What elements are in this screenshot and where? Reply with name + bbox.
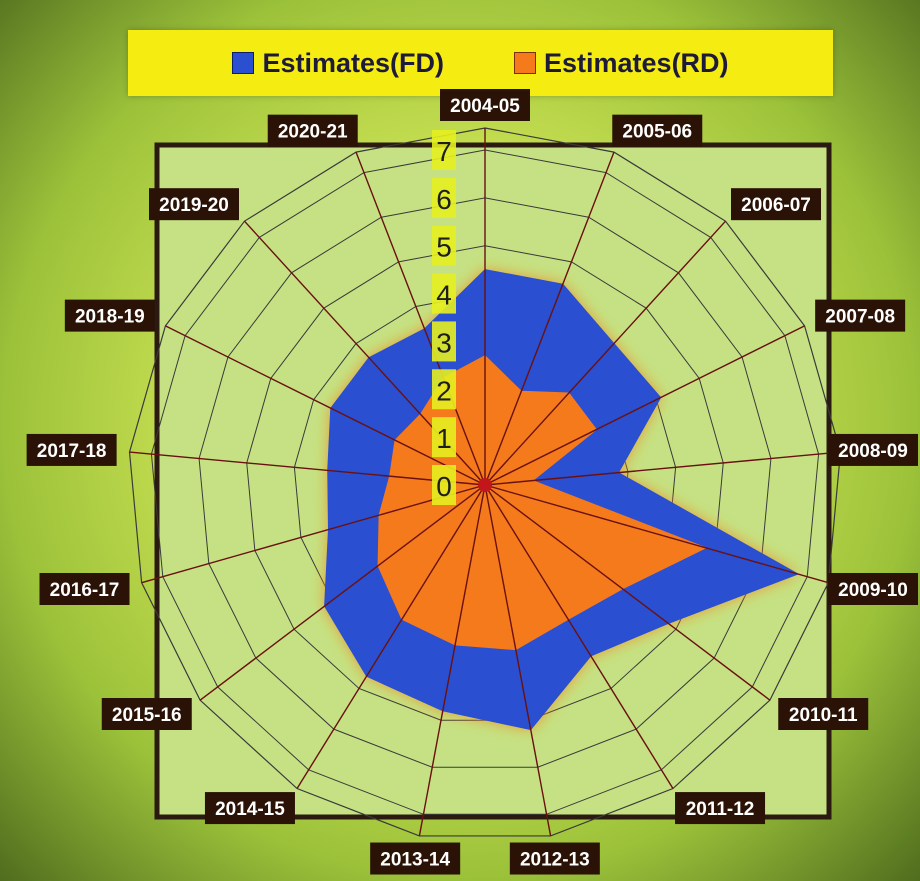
series-area-1 xyxy=(377,355,708,651)
category-label-bg-2004-05 xyxy=(440,89,530,121)
spoke-2015-16 xyxy=(199,484,486,701)
category-label-bg-2016-17 xyxy=(39,572,130,605)
rtick-bg-4 xyxy=(432,273,456,314)
spoke-2020-21 xyxy=(355,151,486,486)
category-label-bg-2019-20 xyxy=(148,188,239,221)
legend-swatch-fd xyxy=(232,52,255,74)
rtick-label-4: 4 xyxy=(436,280,452,311)
spoke-2008-09 xyxy=(484,451,841,486)
center-dot xyxy=(478,478,492,492)
legend-item-rd: Estimates(RD) xyxy=(514,48,729,79)
category-label-bg-2009-10 xyxy=(828,572,918,605)
chart-legend: Estimates(FD) Estimates(RD) xyxy=(128,30,833,96)
category-label-2017-18: 2017-18 xyxy=(37,441,107,462)
category-label-2006-07: 2006-07 xyxy=(741,195,811,216)
rtick-bg-6 xyxy=(432,177,456,218)
category-label-2019-20: 2019-20 xyxy=(159,195,229,216)
rtick-label-0: 0 xyxy=(436,471,452,502)
category-label-2012-13: 2012-13 xyxy=(520,850,590,871)
category-label-2008-09: 2008-09 xyxy=(838,441,908,462)
category-label-2010-11: 2010-11 xyxy=(789,705,858,726)
category-label-bg-2017-18 xyxy=(26,433,117,466)
rtick-bg-5 xyxy=(432,225,456,266)
legend-label-rd: Estimates(RD) xyxy=(544,47,729,78)
rtick-bg-3 xyxy=(432,321,456,362)
grid-ring-outer xyxy=(128,127,842,837)
spoke-2010-11 xyxy=(484,484,771,701)
legend-label-fd: Estimates(FD) xyxy=(262,47,444,78)
category-label-bg-2020-21 xyxy=(267,114,358,147)
rtick-label-1: 1 xyxy=(436,423,452,454)
rtick-label-2: 2 xyxy=(436,375,452,406)
spoke-2005-06 xyxy=(484,151,615,486)
category-label-2009-10: 2009-10 xyxy=(838,580,908,601)
category-label-bg-2008-09 xyxy=(828,433,918,466)
category-label-bg-2015-16 xyxy=(101,698,192,731)
category-label-bg-2007-08 xyxy=(815,299,906,332)
spoke-2006-07 xyxy=(484,220,727,486)
category-label-bg-2011-12 xyxy=(675,792,766,825)
spoke-2009-10 xyxy=(484,484,829,584)
category-label-bg-2010-11 xyxy=(778,698,869,731)
rtick-bg-7 xyxy=(432,130,456,170)
rtick-bg-1 xyxy=(432,417,456,458)
rtick-label-3: 3 xyxy=(436,327,452,358)
spoke-2012-13 xyxy=(484,484,552,837)
rtick-bg-0 xyxy=(432,465,456,505)
category-label-2018-19: 2018-19 xyxy=(75,307,145,328)
category-label-2004-05: 2004-05 xyxy=(450,96,520,117)
category-label-bg-2005-06 xyxy=(612,114,703,147)
category-label-2007-08: 2007-08 xyxy=(825,307,895,328)
rtick-label-6: 6 xyxy=(436,184,452,215)
category-label-2015-16: 2015-16 xyxy=(112,705,182,726)
category-label-bg-2013-14 xyxy=(370,842,461,875)
category-label-2011-12: 2011-12 xyxy=(686,799,755,820)
spoke-2014-15 xyxy=(296,484,486,789)
category-label-bg-2014-15 xyxy=(204,792,295,825)
legend-item-fd: Estimates(FD) xyxy=(232,48,444,79)
spoke-2017-18 xyxy=(129,451,486,486)
spoke-2011-12 xyxy=(484,484,674,789)
category-label-2005-06: 2005-06 xyxy=(622,122,692,143)
category-label-2016-17: 2016-17 xyxy=(50,580,120,601)
category-label-bg-2006-07 xyxy=(731,188,822,221)
legend-swatch-rd xyxy=(514,52,536,74)
spoke-2018-19 xyxy=(165,325,486,486)
rtick-label-5: 5 xyxy=(436,232,452,263)
grid-ring-7 xyxy=(150,149,820,815)
rtick-label-7: 7 xyxy=(436,136,452,167)
rtick-bg-2 xyxy=(432,369,456,410)
spoke-2013-14 xyxy=(418,484,486,837)
grid-ring-6 xyxy=(198,197,772,768)
category-label-2020-21: 2020-21 xyxy=(278,122,348,143)
category-label-2014-15: 2014-15 xyxy=(215,799,285,820)
category-label-2013-14: 2013-14 xyxy=(380,850,450,871)
category-label-bg-2018-19 xyxy=(64,299,155,332)
spoke-2007-08 xyxy=(484,325,805,486)
spoke-2016-17 xyxy=(141,484,486,584)
category-label-bg-2012-13 xyxy=(509,842,600,875)
